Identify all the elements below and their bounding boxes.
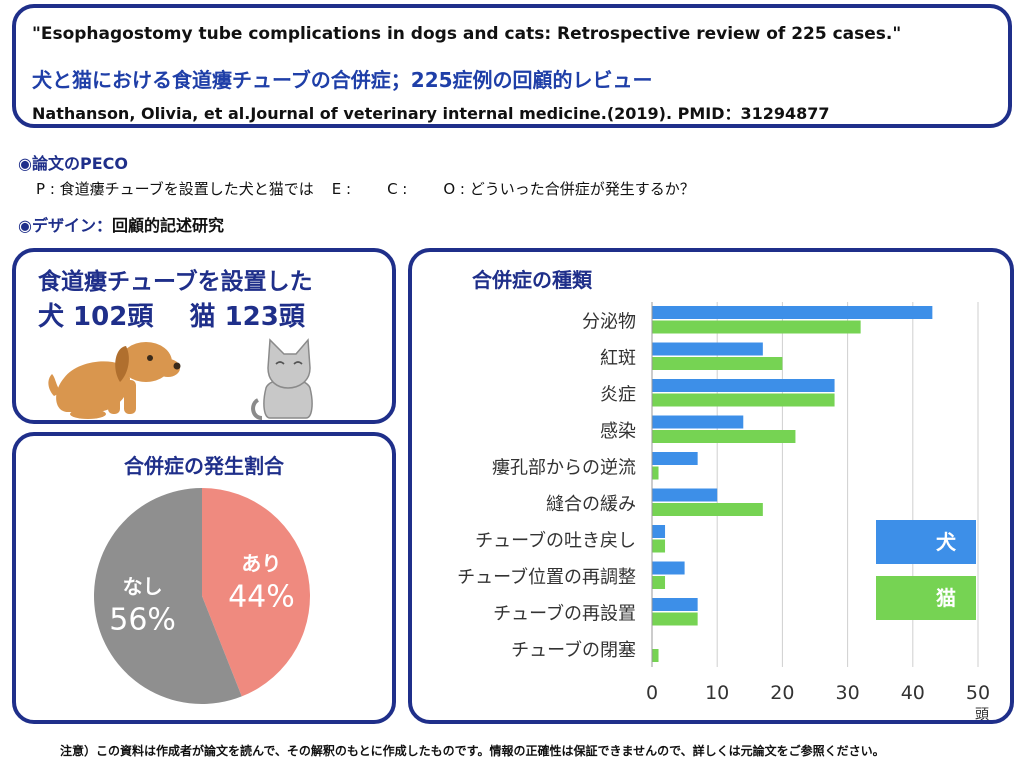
footnote: 注意）この資料は作成者が論文を読んで、その解釈のもとに作成したものです。情報の正… — [60, 744, 885, 758]
peco-p: P : 食道瘻チューブを設置した犬と猫では — [36, 180, 314, 198]
peco-heading: ◉論文のPECO — [18, 154, 128, 173]
bar-dog — [652, 306, 933, 319]
counts-line2: 犬 102頭 猫 123頭 — [38, 302, 305, 332]
peco-e: E : — [331, 180, 352, 198]
bar-dog — [652, 598, 698, 611]
paper-title-en: "Esophagostomy tube complications in dog… — [32, 24, 902, 44]
bar-cat — [652, 576, 666, 589]
x-unit-label: 頭 — [975, 707, 989, 720]
legend-dog — [876, 520, 976, 564]
x-tick-label: 30 — [836, 682, 860, 704]
bar-cat — [652, 430, 796, 443]
x-tick-label: 40 — [901, 682, 925, 704]
category-label: 分泌物 — [582, 311, 636, 332]
pie-title: 合併症の発生割合 — [124, 454, 284, 478]
x-tick-label: 20 — [770, 682, 794, 704]
bar-title: 合併症の種類 — [472, 268, 592, 292]
category-label: 縫合の緩み — [546, 494, 636, 515]
bar-dog — [652, 561, 685, 575]
bar-cat — [652, 320, 861, 334]
peco-c: C : — [387, 180, 408, 198]
legend-label: 犬 — [936, 530, 957, 554]
x-tick-label: 50 — [966, 682, 990, 704]
bar-box: 合併症の種類 分泌物紅斑炎症感染瘻孔部からの逆流縫合の緩みチューブの吐き戻しチュ… — [408, 248, 1014, 724]
bar-chart: 分泌物紅斑炎症感染瘻孔部からの逆流縫合の緩みチューブの吐き戻しチューブ位置の再調… — [457, 302, 990, 720]
pie-slice-value: 56% — [109, 602, 176, 637]
x-tick-label: 0 — [646, 682, 658, 704]
category-label: チューブの閉塞 — [511, 639, 636, 661]
design-heading: ◉デザイン： — [18, 216, 112, 235]
bar-cat — [652, 393, 835, 407]
category-label: チューブの再設置 — [493, 602, 636, 624]
pie-box: 合併症の発生割合 あり 44% なし 56% — [12, 432, 396, 724]
pie-slice-value: 44% — [228, 580, 295, 615]
category-label: 感染 — [600, 421, 636, 442]
bar-dog — [652, 379, 835, 392]
dog-icon — [48, 342, 181, 419]
pie-slice — [202, 488, 311, 697]
bar-cat — [652, 466, 659, 480]
category-label: チューブ位置の再調整 — [457, 566, 636, 588]
counts-box: 食道瘻チューブを設置した 犬 102頭 猫 123頭 — [12, 248, 396, 424]
pie-slice-label: なし — [123, 574, 163, 598]
pie-slice — [94, 488, 242, 704]
bar-dog — [652, 488, 718, 502]
bar-cat — [652, 503, 763, 516]
paper-title-ja: 犬と猫における食道瘻チューブの合併症；225症例の回顧的レビュー — [32, 68, 653, 92]
category-label: 炎症 — [600, 384, 636, 405]
category-label: 瘻孔部からの逆流 — [492, 457, 636, 478]
citation: Nathanson, Olivia, et al.Journal of vete… — [32, 104, 830, 123]
peco-line: P : 食道瘻チューブを設置した犬と猫では E : C : O : どういった合併症が… — [36, 178, 695, 199]
legend-label: 猫 — [936, 586, 956, 610]
peco-o: O : どういった合併症が発生するか？ — [443, 180, 695, 198]
bar-dog — [652, 452, 698, 465]
legend-cat — [876, 576, 976, 620]
header-box: "Esophagostomy tube complications in dog… — [12, 4, 1012, 128]
design-row: ◉デザイン：回顧的記述研究 — [18, 212, 224, 236]
pie-slice-label: あり — [241, 552, 281, 576]
x-tick-label: 10 — [705, 682, 729, 704]
bar-dog — [652, 415, 744, 429]
design-value: 回顧的記述研究 — [111, 216, 224, 235]
category-label: チューブの吐き戻し — [475, 529, 636, 551]
category-label: 紅斑 — [600, 348, 636, 369]
pie-chart: あり 44% なし 56% — [94, 488, 311, 704]
bar-dog — [652, 342, 763, 356]
bar-cat — [652, 649, 659, 662]
cat-icon — [251, 338, 313, 420]
bar-cat — [652, 357, 783, 370]
bar-cat — [652, 612, 698, 626]
counts-line1: 食道瘻チューブを設置した — [38, 269, 313, 295]
bar-dog — [652, 525, 666, 538]
bar-cat — [652, 539, 666, 553]
